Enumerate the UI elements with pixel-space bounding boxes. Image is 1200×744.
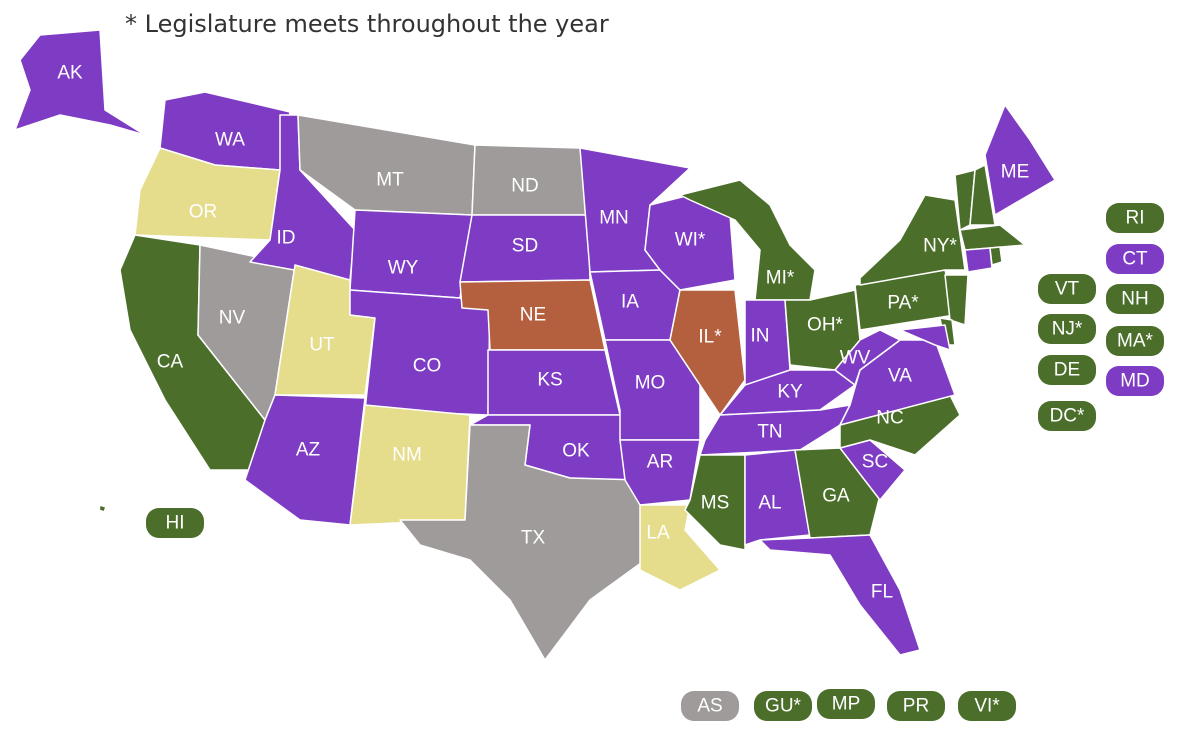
badge bbox=[1106, 326, 1164, 356]
state-label: ME bbox=[1001, 162, 1030, 183]
badge-label: PR bbox=[903, 696, 929, 717]
state-label: SD bbox=[512, 236, 538, 257]
state-label: SC bbox=[862, 452, 888, 473]
badge bbox=[1038, 274, 1096, 304]
badge-label: GU* bbox=[765, 696, 802, 717]
state-label: NE bbox=[520, 305, 546, 326]
badge bbox=[1106, 244, 1164, 274]
state bbox=[14, 29, 146, 136]
state-label: OK bbox=[562, 441, 590, 462]
state-label: ID bbox=[277, 228, 296, 249]
badge bbox=[1106, 203, 1164, 233]
state-label: NM bbox=[392, 445, 422, 466]
badge bbox=[754, 691, 812, 721]
state-label: KS bbox=[537, 370, 562, 391]
badge-label: VI* bbox=[974, 696, 1000, 717]
badge-label: NJ* bbox=[1052, 319, 1083, 340]
badge bbox=[1038, 314, 1096, 344]
state-label: CO bbox=[413, 356, 442, 377]
note: * Legislature meets throughout the year bbox=[125, 10, 609, 38]
state-label: WA bbox=[215, 130, 245, 151]
state bbox=[964, 247, 993, 273]
state bbox=[349, 209, 473, 299]
state-label: WV bbox=[840, 348, 871, 369]
badge bbox=[958, 691, 1016, 721]
state bbox=[699, 404, 851, 456]
state-label: WY bbox=[388, 258, 419, 279]
badge bbox=[1106, 284, 1164, 314]
state-label: MT bbox=[376, 170, 404, 191]
state-label: KY bbox=[777, 382, 803, 403]
state-label: LA bbox=[646, 523, 670, 544]
state bbox=[399, 424, 646, 661]
state-label: MS bbox=[701, 493, 730, 514]
state bbox=[744, 449, 811, 546]
state-label: AL bbox=[758, 493, 781, 514]
badge-label: MD bbox=[1120, 371, 1150, 392]
state-label: ND bbox=[511, 176, 538, 197]
state-label: GA bbox=[822, 486, 850, 507]
state-label: OR bbox=[189, 202, 218, 223]
state bbox=[834, 329, 901, 386]
state-label: AR bbox=[647, 452, 673, 473]
state-label: IA bbox=[621, 292, 639, 313]
state bbox=[989, 246, 1003, 266]
badge-label: DC* bbox=[1050, 406, 1085, 427]
state-label: MI* bbox=[766, 268, 795, 289]
badge bbox=[887, 691, 945, 721]
badge-label: VT bbox=[1055, 279, 1080, 300]
badge-label: CT bbox=[1122, 249, 1148, 270]
badge bbox=[1038, 401, 1096, 431]
state-label: WI* bbox=[675, 230, 706, 251]
state-label: FL bbox=[871, 582, 893, 603]
badge-label: NH bbox=[1121, 289, 1148, 310]
state-label: VA bbox=[888, 366, 912, 387]
state-label: IL* bbox=[698, 327, 722, 348]
state bbox=[98, 504, 107, 513]
badge bbox=[1038, 355, 1096, 385]
badge bbox=[817, 689, 875, 719]
state bbox=[619, 439, 701, 506]
state-label: MN bbox=[599, 208, 629, 229]
state-label: AK bbox=[57, 63, 83, 84]
state-label: AZ bbox=[296, 440, 321, 461]
state-label: TN bbox=[757, 422, 782, 443]
state-label: IN bbox=[751, 326, 770, 347]
state bbox=[944, 274, 969, 326]
state-label: NV bbox=[219, 308, 246, 329]
badge-label: HI bbox=[166, 513, 185, 534]
badge bbox=[146, 508, 204, 538]
badge-label: MP bbox=[832, 694, 861, 715]
state-label: NY* bbox=[923, 236, 957, 257]
badge-label: RI bbox=[1126, 208, 1145, 229]
badge bbox=[681, 691, 739, 721]
state bbox=[959, 224, 1026, 251]
state bbox=[984, 104, 1056, 216]
state-label: MO bbox=[635, 373, 666, 394]
state bbox=[899, 324, 951, 351]
state bbox=[244, 394, 366, 526]
state-label: NC bbox=[876, 408, 903, 429]
state-label: OH* bbox=[807, 315, 844, 336]
state-label: CA bbox=[157, 352, 184, 373]
state-label: TX bbox=[521, 528, 546, 549]
state-label: PA* bbox=[887, 293, 919, 314]
badge-label: AS bbox=[697, 696, 722, 717]
badge bbox=[1106, 366, 1164, 396]
badge-label: DE bbox=[1054, 360, 1080, 381]
state-label: UT bbox=[309, 335, 335, 356]
state bbox=[859, 194, 966, 286]
badge-label: MA* bbox=[1117, 331, 1154, 352]
state bbox=[759, 534, 921, 656]
